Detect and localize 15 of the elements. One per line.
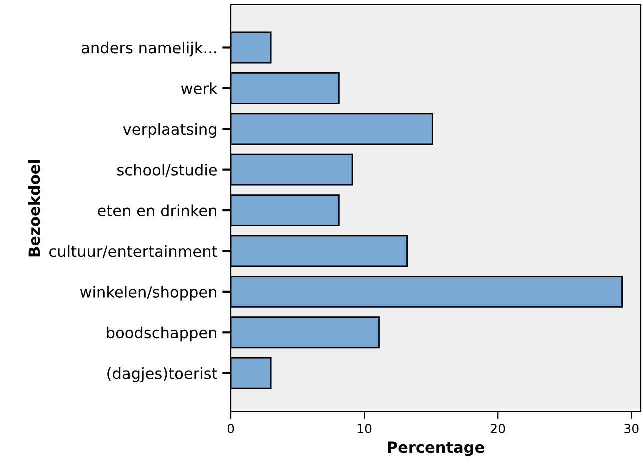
y-tick-label: school/studie xyxy=(118,164,217,178)
y-tick-label: verplaatsing xyxy=(123,123,216,138)
y-tick-label: anders namelijk... xyxy=(82,42,216,57)
y-tick-label: boodschappen xyxy=(107,326,216,342)
y-tick-label: eten en drinken xyxy=(98,204,217,217)
y-tick-label: werk xyxy=(181,82,218,94)
y-axis-title: Bezoekdoel xyxy=(28,160,40,257)
x-tick-label: 10 xyxy=(358,424,372,434)
x-tick-label: 30 xyxy=(624,424,639,434)
x-tick-label: 20 xyxy=(491,424,506,434)
x-tick-label: 0 xyxy=(228,424,234,434)
y-tick-label: winkelen/shoppen xyxy=(80,286,217,301)
y-tick-label: (dagjes)toerist xyxy=(108,368,218,382)
x-axis-title: Percentage xyxy=(388,442,484,456)
y-tick-label: cultuur/entertainment xyxy=(50,245,218,258)
